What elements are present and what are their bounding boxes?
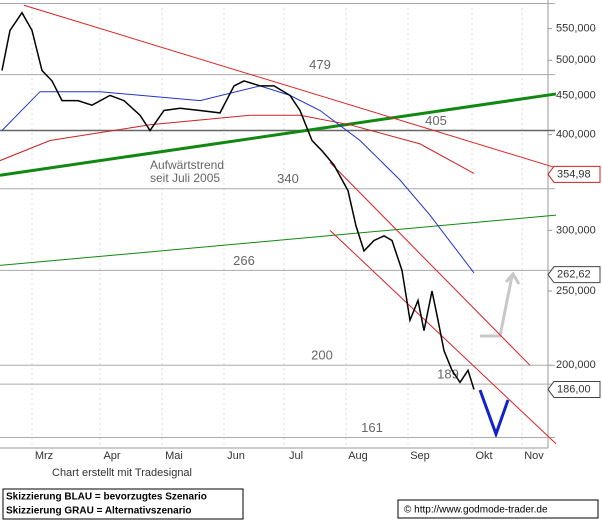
copyright: © http://www.godmode-trader.de xyxy=(404,505,548,516)
level-label: 340 xyxy=(277,171,299,186)
price-line xyxy=(0,114,475,174)
x-tick-label: Mrz xyxy=(35,450,53,462)
footer-blue: Skizzierung BLAU = bevorzugtes Szenario xyxy=(6,492,207,503)
price-tag-label: 262,62 xyxy=(557,269,591,281)
footer-gray: Skizzierung GRAU = Alternativszenario xyxy=(6,506,192,517)
y-tick-label: 500,000 xyxy=(556,54,596,66)
y-tick-label: 550,000 xyxy=(556,23,596,35)
y-tick-label: 300,000 xyxy=(556,224,596,236)
trendline xyxy=(0,214,557,266)
y-tick-label: 450,000 xyxy=(556,89,596,101)
level-label: 593 xyxy=(124,0,146,1)
trendline xyxy=(23,4,557,169)
level-label: 405 xyxy=(425,113,447,128)
price-tag-label: 186,00 xyxy=(557,383,591,395)
scenario-blue xyxy=(478,389,510,439)
x-tick-label: Sep xyxy=(410,450,430,462)
x-tick-label: Aug xyxy=(348,450,368,462)
annotation-line: Aufwärtstrend xyxy=(150,158,224,172)
copyright-box xyxy=(397,499,599,519)
price-line xyxy=(1,11,475,390)
x-tick-label: Apr xyxy=(103,450,120,462)
level-label: 479 xyxy=(309,57,331,72)
scenario-gray xyxy=(480,275,514,338)
price-tag xyxy=(547,380,601,398)
y-tick-label: 400,000 xyxy=(556,129,596,141)
level-label: 161 xyxy=(361,420,383,435)
y-tick-label: 250,000 xyxy=(556,285,596,297)
credit: Chart erstellt mit Tradesignal xyxy=(52,467,192,479)
x-tick-label: Nov xyxy=(524,450,544,462)
x-tick-label: Mai xyxy=(165,450,183,462)
trendline xyxy=(329,229,557,445)
price-tag xyxy=(547,165,601,183)
trendline xyxy=(329,162,531,366)
x-tick-label: Okt xyxy=(475,450,492,462)
x-tick-label: Jun xyxy=(227,450,245,462)
trendline xyxy=(0,92,557,177)
y-tick-label: 200,000 xyxy=(556,359,596,371)
annotation-line: seit Juli 2005 xyxy=(150,171,220,185)
price-tag-label: 354,98 xyxy=(557,168,591,180)
level-label: 200 xyxy=(311,348,333,363)
legend-box xyxy=(2,488,244,520)
annotation: Aufwärtstrend seit Juli 2005 xyxy=(150,158,224,185)
scenario-gray-head xyxy=(504,271,521,285)
level-label: 189 xyxy=(437,367,459,382)
level-label: 266 xyxy=(233,253,255,268)
x-tick-label: Jul xyxy=(289,450,303,462)
price-tag xyxy=(547,266,601,284)
